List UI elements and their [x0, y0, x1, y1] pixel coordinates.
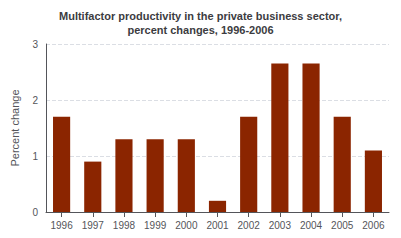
svg-text:1998: 1998: [113, 220, 136, 231]
svg-text:1996: 1996: [50, 220, 73, 231]
svg-text:3: 3: [32, 39, 38, 50]
svg-text:2003: 2003: [269, 220, 292, 231]
svg-text:2006: 2006: [362, 220, 385, 231]
svg-text:2000: 2000: [175, 220, 198, 231]
svg-text:2001: 2001: [206, 220, 229, 231]
svg-text:1999: 1999: [144, 220, 167, 231]
svg-text:Percent change: Percent change: [9, 89, 21, 166]
svg-text:2005: 2005: [331, 220, 354, 231]
svg-text:percent changes, 1996-2006: percent changes, 1996-2006: [127, 24, 273, 36]
svg-text:Multifactor productivity in th: Multifactor productivity in the private …: [59, 10, 342, 22]
svg-text:1: 1: [32, 151, 38, 162]
svg-text:2004: 2004: [300, 220, 323, 231]
svg-text:2: 2: [32, 95, 38, 106]
svg-text:1997: 1997: [82, 220, 105, 231]
svg-text:2002: 2002: [238, 220, 261, 231]
svg-text:0: 0: [32, 207, 38, 218]
